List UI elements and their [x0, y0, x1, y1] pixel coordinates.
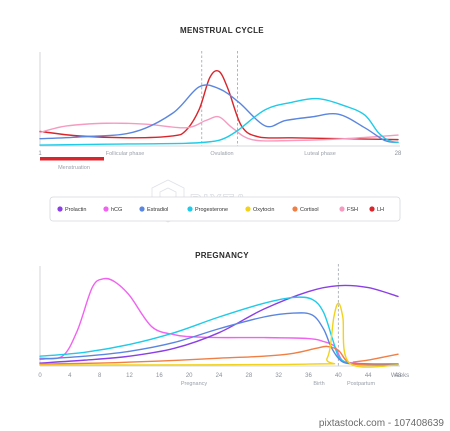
- series-line-cortisol: [39, 345, 399, 366]
- series-lines: [39, 69, 399, 146]
- series-line-oxytocin: [39, 302, 399, 368]
- dot-icon: [339, 206, 345, 212]
- series-line-progesterone: [39, 296, 399, 365]
- series-lines: [39, 277, 399, 368]
- x-unit-label: Weeks: [391, 373, 409, 379]
- legend-label: Oxytocin: [253, 207, 274, 213]
- dot-icon: [292, 206, 298, 212]
- x-tick-label: 8: [98, 373, 102, 379]
- series-line-estradiol: [39, 312, 399, 365]
- legend-item-progesterone: Progesterone: [187, 206, 228, 213]
- x-tick-labels: 0 4 8 12 16 20 24 28 32 36 40 44 48: [38, 373, 402, 379]
- dot-icon: [369, 206, 375, 212]
- phase-label: Postpartum: [347, 381, 376, 387]
- phase-label: Birth: [313, 381, 324, 387]
- x-tick-label: 24: [216, 373, 223, 379]
- x-tick-label: 36: [305, 373, 312, 379]
- chart-title: PREGNANCY: [195, 251, 249, 260]
- pregnancy-chart: PREGNANCY 0 4 8 12 16 20 24 28 32 36 40 44 48 Weeks …: [38, 251, 409, 387]
- x-tick-label: 28: [245, 373, 252, 379]
- legend-label: Prolactin: [65, 207, 86, 213]
- series-line-prolactin: [39, 284, 399, 364]
- x-tick-label: 44: [365, 373, 372, 379]
- legend-item-lh: LH: [369, 206, 384, 213]
- legend-label: LH: [377, 207, 384, 213]
- x-tick-label: 40: [335, 373, 342, 379]
- x-tick-label: 28: [395, 151, 402, 157]
- menstrual-cycle-chart: MENSTRUAL CYCLE 1 28 Follicular phase Ov…: [38, 26, 402, 171]
- legend-label: FSH: [347, 207, 358, 213]
- legend-item-oxytocin: Oxytocin: [245, 206, 274, 213]
- legend: Prolactin hCG Estradiol Progesterone Oxytoci…: [49, 196, 401, 222]
- x-tick-label: 48: [395, 373, 402, 379]
- legend-item-prolactin: Prolactin: [57, 206, 86, 213]
- x-tick-label: 32: [275, 373, 282, 379]
- legend-label: Cortisol: [300, 207, 319, 213]
- watermark-footer: pixtastock.com - 107408639: [319, 418, 445, 429]
- phase-markers: [201, 51, 238, 146]
- legend-label: Estradiol: [147, 207, 168, 213]
- legend-box: [49, 196, 401, 222]
- legend-item-hcg: hCG: [103, 206, 122, 213]
- dot-icon: [187, 206, 193, 212]
- phase-label: Menstruation: [58, 165, 90, 171]
- x-tick-label: 16: [156, 373, 163, 379]
- legend-label: hCG: [111, 207, 122, 213]
- phase-label: Follicular phase: [106, 151, 145, 157]
- series-line-cortisol-secondary: [352, 353, 399, 363]
- dot-icon: [245, 206, 251, 212]
- series-line-lh: [39, 69, 399, 141]
- phase-label: Ovulation: [210, 151, 233, 157]
- series-line-progesterone: [39, 97, 399, 146]
- series-line-estradiol: [39, 84, 399, 144]
- dot-icon: [139, 206, 145, 212]
- phase-label: Pregnancy: [181, 381, 208, 387]
- x-tick-label: 20: [186, 373, 193, 379]
- x-tick-label: 1: [38, 151, 42, 157]
- dot-icon: [103, 206, 109, 212]
- footer-band: [0, 411, 450, 431]
- x-tick-label: 0: [38, 373, 42, 379]
- legend-item-cortisol: Cortisol: [292, 206, 319, 213]
- menstruation-bar: [40, 157, 104, 161]
- x-tick-label: 12: [126, 373, 133, 379]
- phase-label: Luteal phase: [304, 151, 336, 157]
- dot-icon: [57, 206, 63, 212]
- chart-title: MENSTRUAL CYCLE: [180, 26, 264, 35]
- series-line-fsh: [39, 115, 399, 142]
- x-tick-label: 4: [68, 373, 72, 379]
- legend-item-estradiol: Estradiol: [139, 206, 168, 213]
- legend-item-fsh: FSH: [339, 206, 358, 213]
- legend-label: Progesterone: [195, 207, 228, 213]
